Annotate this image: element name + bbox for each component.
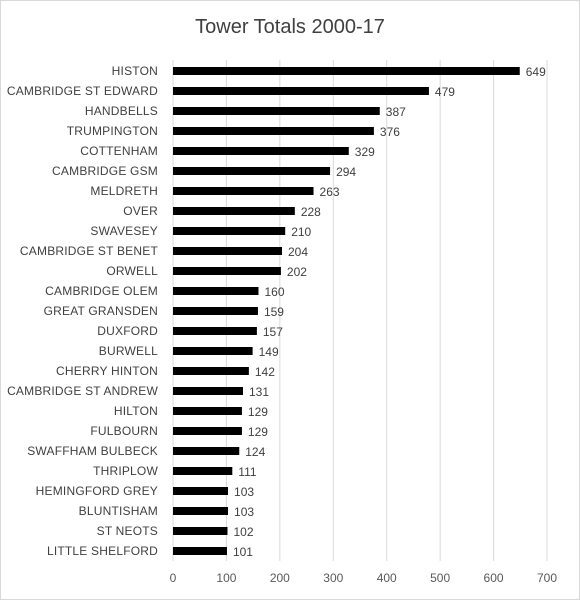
data-label: 149 bbox=[259, 345, 279, 359]
category-label: ST NEOTS bbox=[97, 524, 158, 538]
x-tick-label: 500 bbox=[430, 571, 450, 585]
bar-cambridge-st-benet bbox=[173, 247, 282, 255]
data-label: 129 bbox=[248, 405, 268, 419]
bar-orwell bbox=[173, 267, 281, 275]
category-label: CHERRY HINTON bbox=[56, 364, 158, 378]
bar-swavesey bbox=[173, 227, 286, 235]
category-label: HANDBELLS bbox=[85, 104, 158, 118]
category-label: SWAVESEY bbox=[90, 224, 158, 238]
category-label: BURWELL bbox=[99, 344, 158, 358]
data-label: 142 bbox=[255, 365, 275, 379]
bar-bluntisham bbox=[173, 507, 229, 515]
x-tick-label: 100 bbox=[216, 571, 236, 585]
data-label: 103 bbox=[234, 485, 254, 499]
bar-cambridge-gsm bbox=[173, 167, 331, 175]
data-label: 204 bbox=[288, 245, 308, 259]
category-label: FULBOURN bbox=[90, 424, 158, 438]
category-label: DUXFORD bbox=[97, 324, 158, 338]
bar-st-neots bbox=[173, 527, 228, 535]
bar-cottenham bbox=[173, 147, 349, 155]
data-label: 102 bbox=[233, 525, 253, 539]
category-labels: HISTON CAMBRIDGE ST EDWARD HANDBELLS TRUMPI… bbox=[7, 64, 159, 558]
data-label: 124 bbox=[245, 445, 265, 459]
bar-cambridge-st-edward bbox=[173, 87, 429, 95]
bar-trumpington bbox=[173, 127, 374, 135]
bar-hemingford-grey bbox=[173, 487, 229, 495]
data-label: 210 bbox=[291, 225, 311, 239]
category-label: TRUMPINGTON bbox=[67, 124, 158, 138]
bar-great-gransden bbox=[173, 307, 258, 315]
category-label: CAMBRIDGE ST EDWARD bbox=[7, 84, 158, 98]
bar-cherry-hinton bbox=[173, 367, 249, 375]
category-label: GREAT GRANSDEN bbox=[44, 304, 158, 318]
bar-swaffham-bulbeck bbox=[173, 447, 240, 455]
bar-fulbourn bbox=[173, 427, 242, 435]
category-label: MELDRETH bbox=[90, 184, 158, 198]
x-tick-label: 700 bbox=[537, 571, 557, 585]
data-label: 263 bbox=[320, 185, 340, 199]
category-label: HEMINGFORD GREY bbox=[36, 484, 158, 498]
bar-cambridge-olem bbox=[173, 287, 259, 295]
bar-cambridge-st-andrew bbox=[173, 387, 243, 395]
gridlines bbox=[172, 60, 548, 561]
category-label: THRIPLOW bbox=[93, 464, 158, 478]
category-label: COTTENHAM bbox=[80, 144, 158, 158]
category-label: OVER bbox=[123, 204, 158, 218]
data-label: 228 bbox=[301, 205, 321, 219]
bar-little-shelford bbox=[173, 547, 227, 555]
category-label: CAMBRIDGE ST ANDREW bbox=[7, 384, 158, 398]
bar-over bbox=[173, 207, 295, 215]
bars bbox=[173, 67, 520, 555]
x-axis-ticks: 0 100 200 300 400 500 600 700 bbox=[170, 571, 558, 585]
data-label: 131 bbox=[249, 385, 269, 399]
data-label: 479 bbox=[435, 85, 455, 99]
data-label: 160 bbox=[264, 285, 284, 299]
category-label: ORWELL bbox=[106, 264, 158, 278]
bar-burwell bbox=[173, 347, 253, 355]
x-tick-label: 300 bbox=[323, 571, 343, 585]
x-tick-label: 400 bbox=[377, 571, 397, 585]
data-label: 202 bbox=[287, 265, 307, 279]
data-label: 103 bbox=[234, 505, 254, 519]
category-label: CAMBRIDGE OLEM bbox=[45, 284, 158, 298]
data-label: 157 bbox=[263, 325, 283, 339]
bar-thriplow bbox=[173, 467, 233, 475]
x-tick-label: 200 bbox=[270, 571, 290, 585]
data-label: 111 bbox=[238, 465, 257, 479]
bar-duxford bbox=[173, 327, 257, 335]
chart-title: Tower Totals 2000-17 bbox=[195, 16, 385, 38]
data-label: 129 bbox=[248, 425, 268, 439]
category-label: CAMBRIDGE ST BENET bbox=[20, 244, 159, 258]
data-label: 329 bbox=[355, 145, 375, 159]
bar-handbells bbox=[173, 107, 380, 115]
data-label: 649 bbox=[526, 65, 546, 79]
category-label: LITTLE SHELFORD bbox=[47, 544, 158, 558]
category-label: HILTON bbox=[114, 404, 158, 418]
x-tick-label: 600 bbox=[484, 571, 504, 585]
bar-hilton bbox=[173, 407, 242, 415]
category-label: SWAFFHAM BULBECK bbox=[27, 444, 158, 458]
x-tick-label: 0 bbox=[170, 571, 177, 585]
data-label: 376 bbox=[380, 125, 400, 139]
category-label: BLUNTISHAM bbox=[79, 504, 158, 518]
data-label: 101 bbox=[233, 545, 253, 559]
category-label: CAMBRIDGE GSM bbox=[52, 164, 158, 178]
bar-meldreth bbox=[173, 187, 314, 195]
data-label: 159 bbox=[264, 305, 284, 319]
bar-histon bbox=[173, 67, 520, 75]
data-label: 294 bbox=[336, 165, 356, 179]
data-label: 387 bbox=[386, 105, 406, 119]
category-label: HISTON bbox=[112, 64, 158, 78]
